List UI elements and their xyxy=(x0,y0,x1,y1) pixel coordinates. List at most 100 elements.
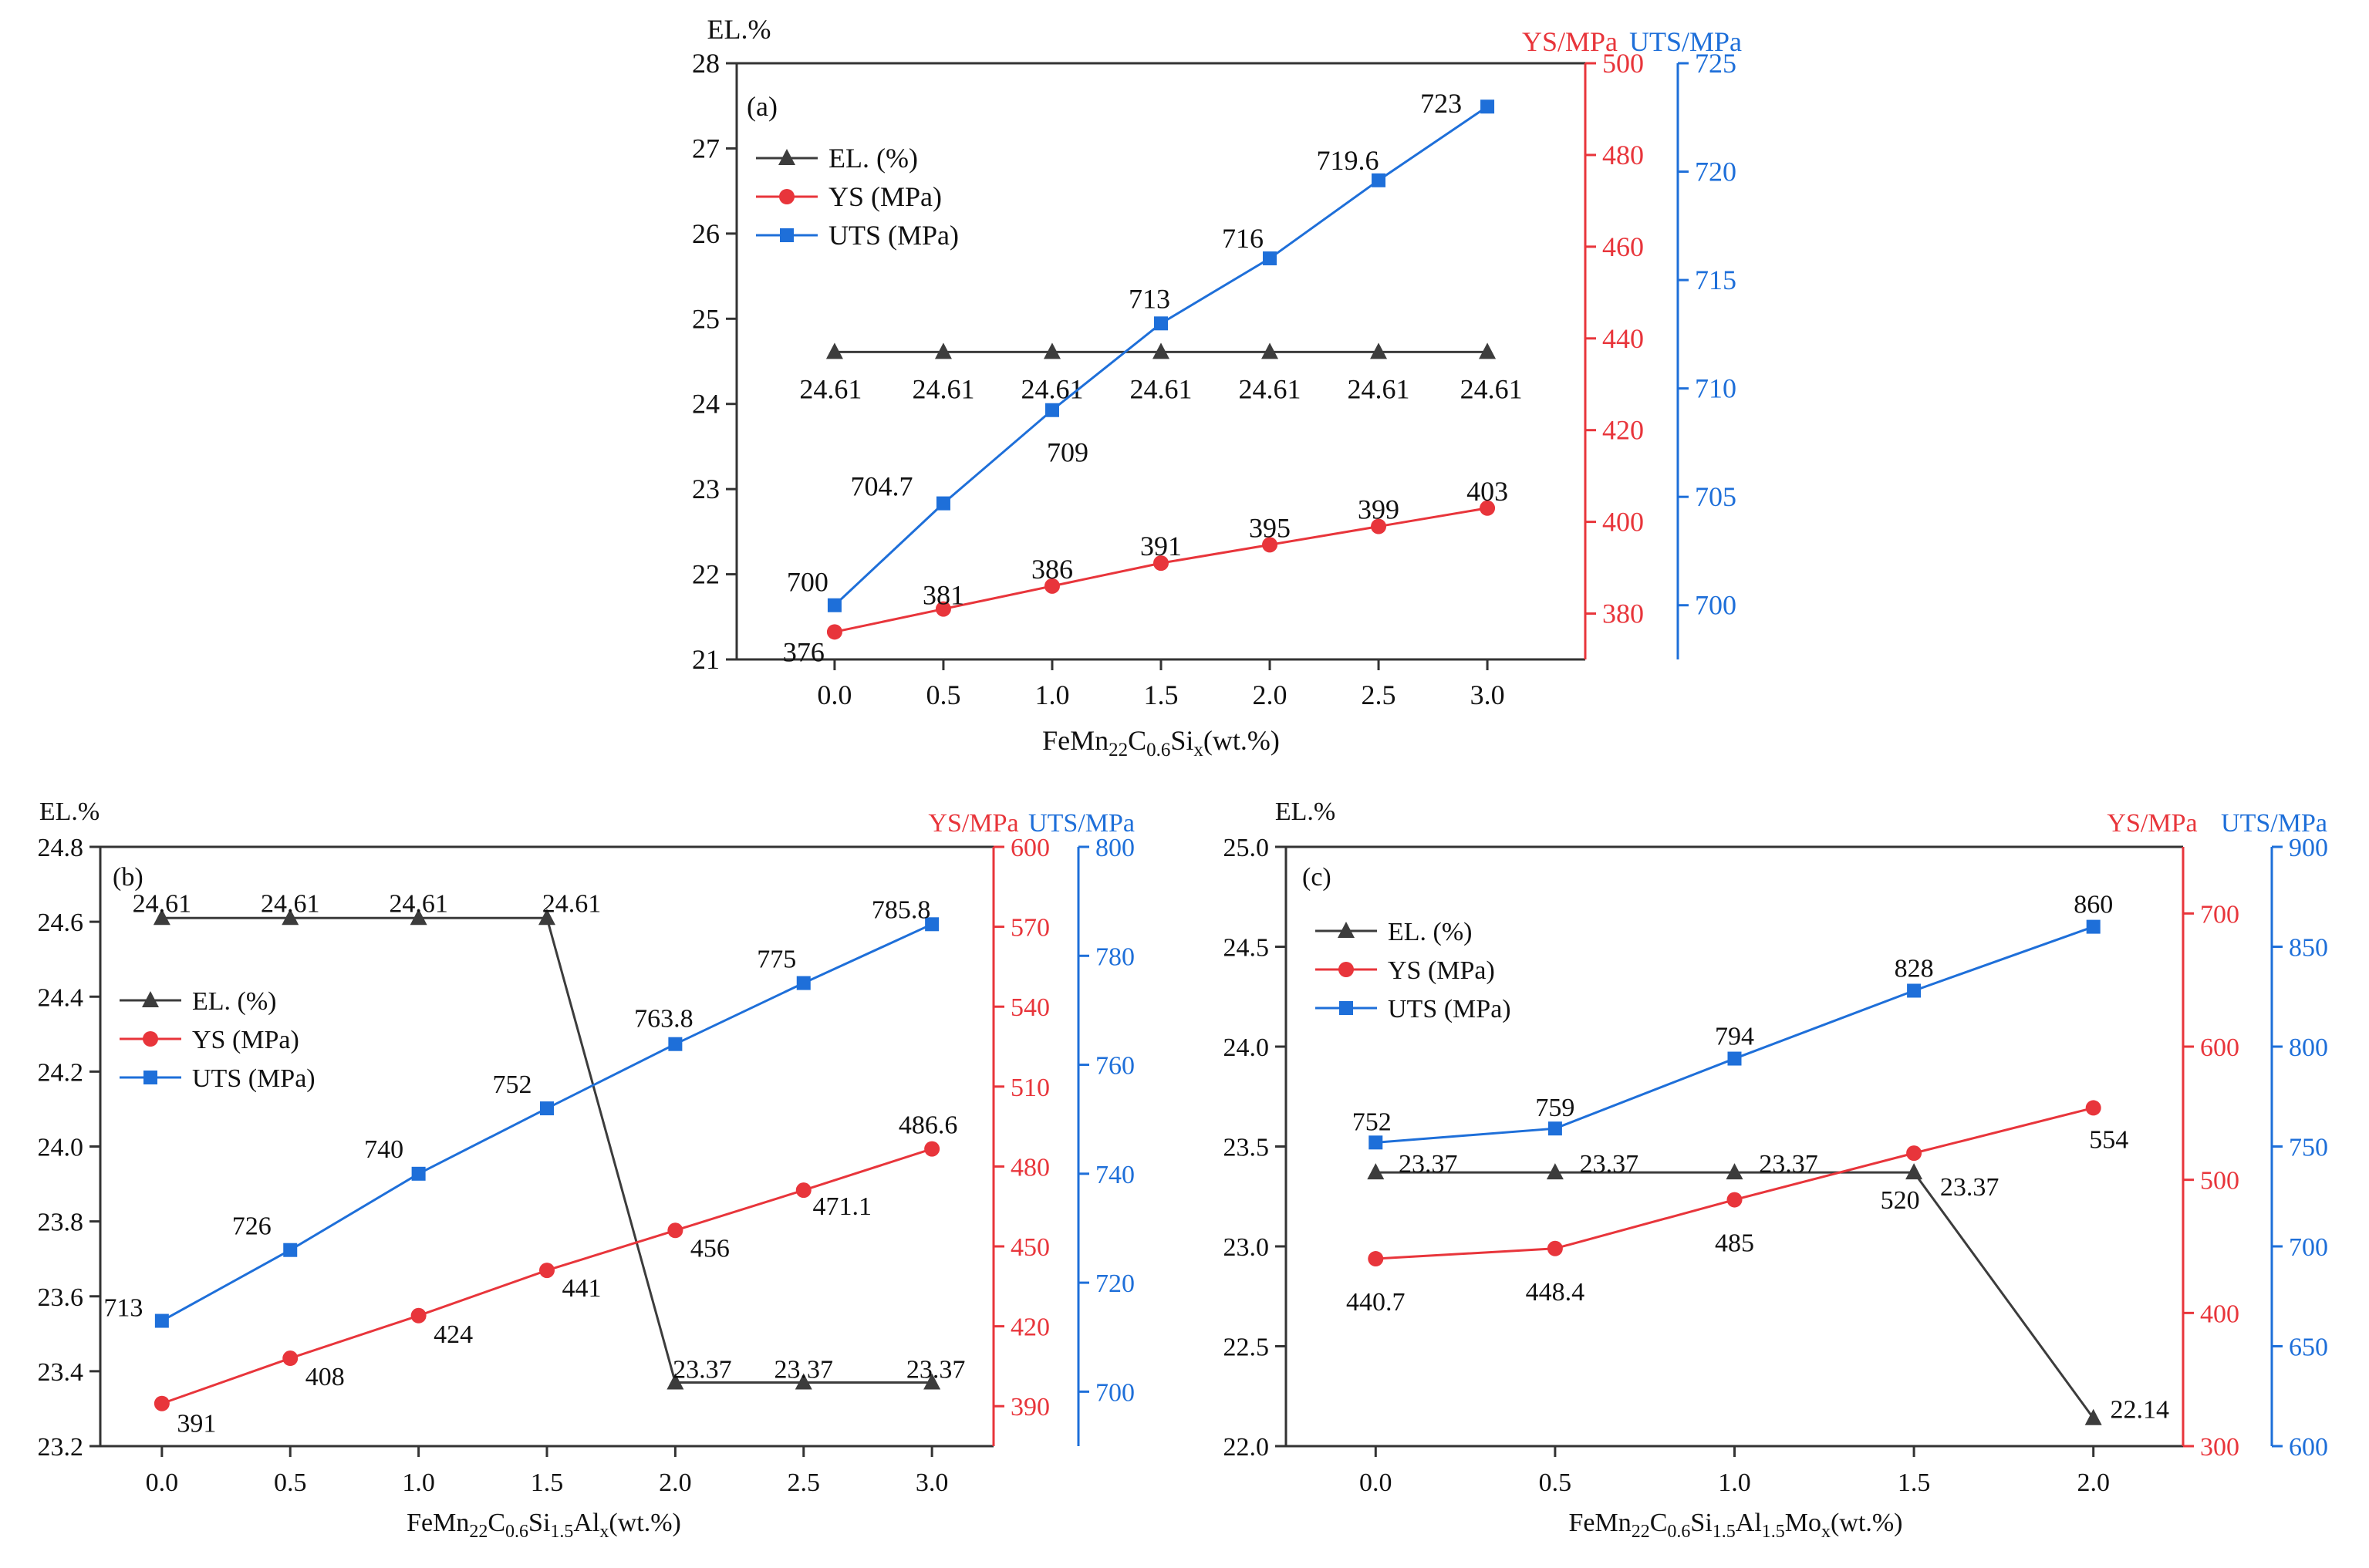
legend-marker-triangle xyxy=(1338,922,1355,938)
data-point-triangle xyxy=(825,342,843,359)
data-label: 24.61 xyxy=(912,373,974,404)
x-tick-label: 0.5 xyxy=(1539,1469,1572,1497)
data-label: 448.4 xyxy=(1526,1278,1585,1307)
y-left-tick-label: 23.0 xyxy=(1223,1233,1270,1262)
data-label: 700 xyxy=(787,567,828,598)
y-ys-tick-label: 390 xyxy=(1011,1393,1050,1421)
data-point-circle xyxy=(1906,1145,1922,1162)
data-point-circle xyxy=(924,1141,940,1157)
y-uts-tick-label: 725 xyxy=(1695,48,1736,79)
x-tick-label: 2.0 xyxy=(2077,1469,2110,1497)
x-tick-label: 3.0 xyxy=(916,1469,949,1497)
y-ys-tick-label: 500 xyxy=(1602,48,1644,79)
chart-panel-1: 0.0 0.5 1.0 1.5 2.0 2.5 3.0 23.2 23.4 23.6 23.8 24.… xyxy=(38,797,1136,1542)
y-uts-tick-label: 720 xyxy=(1095,1270,1135,1298)
data-point-triangle xyxy=(1367,1163,1385,1180)
y-left-tick-label: 23.2 xyxy=(38,1433,84,1462)
data-point-triangle xyxy=(410,909,427,926)
data-label: 456 xyxy=(690,1234,730,1263)
data-label: 554 xyxy=(2089,1125,2128,1154)
data-label: 752 xyxy=(1352,1108,1392,1136)
y-ys-tick-label: 440 xyxy=(1602,323,1644,354)
y-left-tick-label: 21 xyxy=(692,644,720,675)
y-ys-tick-label: 500 xyxy=(2200,1167,2239,1195)
y-ys-tick-label: 420 xyxy=(1011,1313,1050,1342)
y-uts-tick-label: 700 xyxy=(1695,590,1736,621)
y-left-tick-label: 26 xyxy=(692,218,720,249)
y-left-tick-label: 24.2 xyxy=(38,1058,84,1087)
data-label: 486.6 xyxy=(899,1111,958,1140)
legend-entry: YS (MPa) xyxy=(1388,956,1495,985)
data-label: 759 xyxy=(1535,1094,1574,1122)
x-tick-label: 0.0 xyxy=(817,679,852,710)
y-uts-tick-label: 800 xyxy=(2289,1034,2328,1062)
data-label: 391 xyxy=(177,1410,216,1438)
data-label: 23.37 xyxy=(1759,1150,1818,1179)
y-left-tick-label: 25.0 xyxy=(1223,834,1270,862)
data-point-square xyxy=(283,1243,298,1257)
y-left-tick-label: 23 xyxy=(692,474,720,504)
y-left-tick-label: 28 xyxy=(692,48,720,79)
data-label: 22.14 xyxy=(2110,1396,2169,1425)
panel-label: (c) xyxy=(1302,863,1331,892)
y-uts-tick-label: 760 xyxy=(1095,1052,1135,1081)
data-label: 24.61 xyxy=(542,889,602,918)
y-left-tick-label: 24.8 xyxy=(38,834,84,862)
y-ys-tick-label: 600 xyxy=(2200,1034,2239,1062)
panel-label: (b) xyxy=(113,863,143,892)
data-point-circle xyxy=(2085,1100,2101,1116)
data-point-triangle xyxy=(1370,342,1388,359)
data-label: 740 xyxy=(364,1135,403,1164)
data-point-triangle xyxy=(1261,342,1279,359)
data-point-triangle xyxy=(1043,342,1061,359)
data-point-circle xyxy=(1153,555,1169,572)
data-point-triangle xyxy=(282,909,299,926)
legend-marker-circle xyxy=(143,1031,158,1047)
data-label: 471.1 xyxy=(813,1192,872,1221)
y-ys-tick-label: 300 xyxy=(2200,1433,2239,1462)
y-left-tick-label: 24.4 xyxy=(38,983,84,1012)
legend-entry: EL. (%) xyxy=(828,143,918,174)
series-line-triangle xyxy=(161,916,933,1384)
data-label: 395 xyxy=(1249,512,1291,543)
x-tick-label: 0.5 xyxy=(274,1469,307,1497)
x-tick-label: 1.0 xyxy=(402,1469,435,1497)
data-point-circle xyxy=(154,1395,170,1411)
y-ys-tick-label: 420 xyxy=(1602,415,1644,446)
data-point-circle xyxy=(935,601,951,617)
data-point-square xyxy=(1368,1135,1383,1150)
data-label: 424 xyxy=(434,1320,473,1349)
data-point-triangle xyxy=(2084,1408,2102,1425)
y-uts-tick-label: 740 xyxy=(1095,1161,1135,1189)
data-label: 723 xyxy=(1420,88,1462,119)
x-tick-label: 2.5 xyxy=(1362,679,1396,710)
series-line-triangle xyxy=(1375,1171,2094,1419)
data-point-square xyxy=(925,917,940,932)
data-point-circle xyxy=(539,1263,555,1279)
y-left-tick-label: 23.8 xyxy=(38,1209,84,1237)
y-ys-tick-label: 510 xyxy=(1011,1074,1050,1102)
legend-entry: YS (MPa) xyxy=(192,1026,299,1054)
data-point-square xyxy=(1154,316,1168,331)
data-point-square xyxy=(1907,983,1922,998)
x-tick-label: 2.0 xyxy=(659,1469,692,1497)
x-tick-label: 2.0 xyxy=(1253,679,1287,710)
y-left-tick-label: 22.0 xyxy=(1223,1433,1270,1462)
data-label: 485 xyxy=(1715,1229,1754,1258)
data-point-square xyxy=(2086,919,2101,934)
y-ys-tick-label: 700 xyxy=(2200,900,2239,929)
y-ys-tick-label: 380 xyxy=(1602,599,1644,629)
data-label: 520 xyxy=(1881,1186,1920,1215)
legend-marker-square xyxy=(1339,1001,1353,1015)
legend-marker-square xyxy=(143,1071,157,1084)
data-label: 440.7 xyxy=(1346,1288,1406,1317)
data-point-triangle xyxy=(538,909,555,926)
legend-marker-circle xyxy=(1338,962,1354,977)
y-uts-tick-label: 700 xyxy=(2289,1233,2328,1262)
data-label: 24.61 xyxy=(1460,373,1523,404)
data-point-circle xyxy=(1044,578,1060,594)
y-left-title: EL.% xyxy=(39,797,100,826)
data-point-circle xyxy=(410,1307,427,1324)
data-label: 726 xyxy=(232,1212,272,1241)
